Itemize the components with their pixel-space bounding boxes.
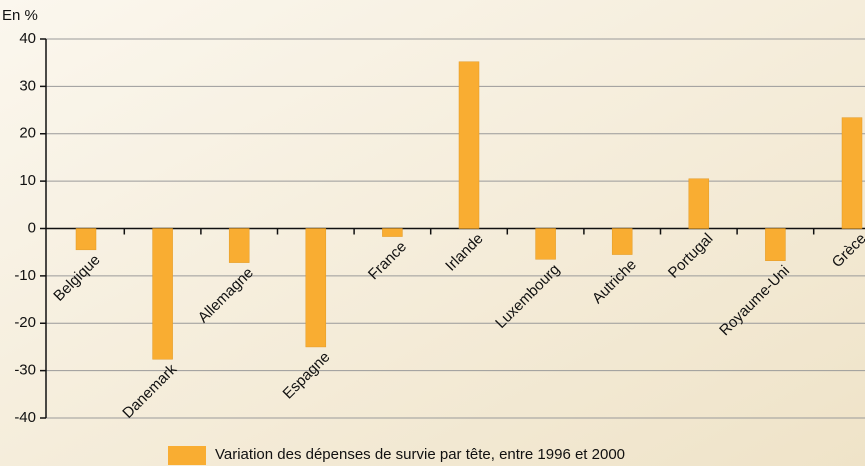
bar [841, 117, 863, 229]
y-tick-label: 30 [19, 77, 36, 94]
y-tick-label: -20 [14, 314, 36, 331]
bar [152, 228, 173, 360]
y-tick-label: 10 [19, 172, 36, 189]
bar [382, 228, 403, 237]
y-tick-label: -30 [14, 362, 36, 379]
y-tick-label: -10 [14, 267, 36, 284]
bar [75, 228, 97, 251]
bar [228, 228, 250, 263]
bar [535, 228, 556, 260]
y-tick-label: 40 [19, 30, 36, 47]
y-tick-label: -40 [14, 409, 36, 426]
bar [611, 228, 633, 255]
bar [305, 228, 327, 348]
legend-swatch [168, 446, 206, 465]
legend-label: Variation des dépenses de survie par têt… [215, 446, 625, 463]
y-tick-label: 20 [19, 125, 36, 142]
y-axis-label: En % [2, 7, 38, 24]
bar [688, 178, 710, 229]
bar [458, 61, 480, 229]
y-tick-label: 0 [28, 219, 36, 236]
bar [765, 228, 786, 261]
